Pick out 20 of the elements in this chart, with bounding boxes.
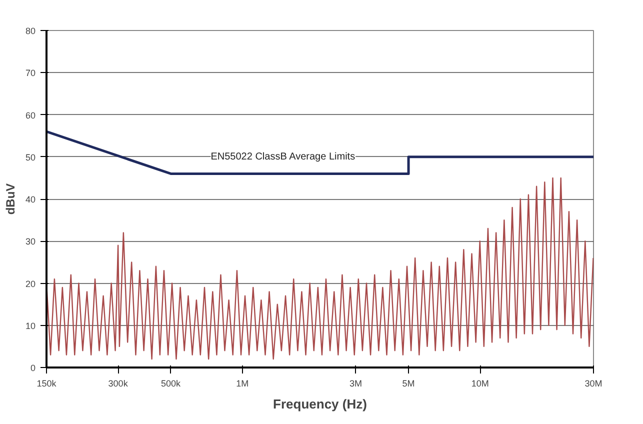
x-tick-label: 1M	[236, 378, 249, 388]
x-tick-label: 30M	[584, 378, 602, 388]
series-label: EN55022 ClassB Average Limits	[210, 151, 356, 162]
y-tick-label: 0	[30, 363, 36, 373]
x-axis-title: Frequency (Hz)	[273, 396, 367, 412]
y-tick-label: 60	[25, 110, 36, 120]
y-tick-label: 30	[25, 236, 36, 247]
y-tick-label: 80	[25, 26, 36, 36]
y-tick-label: 70	[25, 68, 36, 78]
x-tick-label: 3M	[350, 378, 362, 388]
y-tick-label: 50	[25, 152, 36, 162]
x-tick-label: 500k	[161, 378, 182, 388]
y-tick-label: 20	[25, 278, 36, 289]
y-tick-label: 40	[25, 194, 36, 204]
x-tick-label: 5M	[402, 378, 415, 388]
y-axis-title: dBuV	[3, 183, 18, 215]
x-tick-label: 150k	[36, 378, 57, 388]
x-tick-label: 10M	[471, 378, 489, 388]
x-tick-label: 300k	[108, 378, 128, 388]
y-tick-label: 10	[25, 320, 36, 331]
